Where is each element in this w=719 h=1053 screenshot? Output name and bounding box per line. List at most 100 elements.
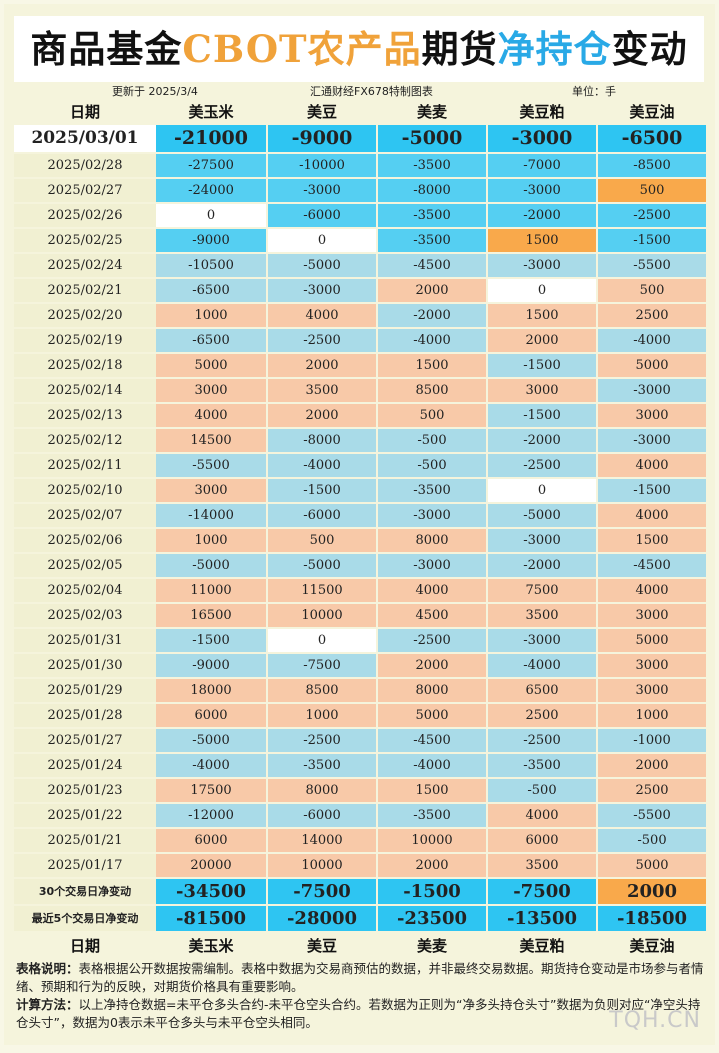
cell-soymeal: 3500: [488, 604, 596, 627]
summary-row: 30个交易日净变动 -34500 -7500 -1500 -7500 2000: [4, 879, 715, 904]
row-date: 2025/02/14: [14, 379, 156, 402]
cell-corn: -21000: [156, 125, 266, 152]
cell-corn: 1000: [156, 529, 266, 552]
table-row: 2025/01/28 6000 1000 5000 2500 1000: [4, 704, 715, 727]
row-date: 2025/02/24: [14, 254, 156, 277]
cell-wheat: -3000: [378, 504, 486, 527]
cell-soybean: -2500: [268, 729, 376, 752]
row-date: 2025/02/11: [14, 454, 156, 477]
cell-soybean: 3500: [268, 379, 376, 402]
cell-wheat: 2000: [378, 654, 486, 677]
table-row: 2025/02/21 -6500 -3000 2000 0 500: [4, 279, 715, 302]
cell-corn: 20000: [156, 854, 266, 877]
summary-cell-soybean: -7500: [268, 879, 376, 904]
cell-soyoil: 4000: [598, 504, 706, 527]
table-row: 2025/02/26 0 -6000 -3500 -2000 -2500: [4, 204, 715, 227]
summary-cell-wheat: -23500: [378, 906, 486, 931]
cell-soyoil: 5000: [598, 854, 706, 877]
cell-corn: -14000: [156, 504, 266, 527]
cell-soybean: -4000: [268, 454, 376, 477]
cell-wheat: 8000: [378, 529, 486, 552]
header-soybean: 美豆: [306, 103, 337, 121]
cell-corn: 17500: [156, 779, 266, 802]
cell-soymeal: 2000: [488, 329, 596, 352]
summary-label: 最近5个交易日净变动: [14, 906, 156, 931]
cell-soyoil: 5000: [598, 629, 706, 652]
table-row: 2025/02/11 -5500 -4000 -500 -2500 4000: [4, 454, 715, 477]
cell-soymeal: -4000: [488, 654, 596, 677]
row-date: 2025/02/05: [14, 554, 156, 577]
table-row: 2025/01/24 -4000 -3500 -4000 -3500 2000: [4, 754, 715, 777]
cell-soymeal: -2500: [488, 729, 596, 752]
cell-wheat: -4500: [378, 729, 486, 752]
cell-corn: -10500: [156, 254, 266, 277]
cell-corn: -5000: [156, 729, 266, 752]
cell-wheat: -3000: [378, 554, 486, 577]
cell-soybean: 10000: [268, 604, 376, 627]
table-row: 2025/01/31 -1500 0 -2500 -3000 5000: [4, 629, 715, 652]
table-row: 2025/02/07 -14000 -6000 -3000 -5000 4000: [4, 504, 715, 527]
cell-wheat: 2000: [378, 854, 486, 877]
table-row: 2025/02/14 3000 3500 8500 3000 -3000: [4, 379, 715, 402]
footer-header-soybean: 美豆: [306, 937, 337, 955]
cell-soyoil: 500: [598, 179, 706, 202]
cell-soyoil: -6500: [598, 125, 706, 152]
note-method-label: 计算方法：: [16, 997, 79, 1012]
unit-label: 单位：手: [572, 85, 616, 98]
row-date: 2025/01/29: [14, 679, 156, 702]
cell-soymeal: -3000: [488, 125, 596, 152]
cell-corn: 11000: [156, 579, 266, 602]
row-date: 2025/02/25: [14, 229, 156, 252]
cell-soybean: 0: [268, 629, 376, 652]
cell-corn: 5000: [156, 354, 266, 377]
cell-wheat: 5000: [378, 704, 486, 727]
table-row: 2025/01/21 6000 14000 10000 6000 -500: [4, 829, 715, 852]
cell-soyoil: -1500: [598, 229, 706, 252]
row-date: 2025/01/22: [14, 804, 156, 827]
table-row: 2025/02/10 3000 -1500 -3500 0 -1500: [4, 479, 715, 502]
cell-soymeal: 0: [488, 279, 596, 302]
row-date: 2025/02/27: [14, 179, 156, 202]
summary-cell-soymeal: -7500: [488, 879, 596, 904]
cell-soyoil: 500: [598, 279, 706, 302]
table-row: 2025/02/19 -6500 -2500 -4000 2000 -4000: [4, 329, 715, 352]
cell-soybean: -3500: [268, 754, 376, 777]
header-date: 日期: [69, 103, 100, 121]
title-part-1: 商品基金: [30, 27, 183, 71]
report-page: 商品基金CBOT农产品期货净持仓变动 更新于 2025/3/4 汇通财经FX67…: [4, 4, 715, 1045]
watermark-logo: TQH.CN: [609, 1008, 701, 1033]
note-description: 表格说明：表格根据公开数据按需编制。表格中数据为交易商预估的数据，并非最终交易数…: [16, 960, 706, 996]
cell-soyoil: 1000: [598, 704, 706, 727]
cell-soyoil: -5500: [598, 804, 706, 827]
cell-soybean: 4000: [268, 304, 376, 327]
cell-soybean: 11500: [268, 579, 376, 602]
footer-header-soyoil: 美豆油: [629, 937, 675, 955]
table-row: 2025/01/17 20000 10000 2000 3500 5000: [4, 854, 715, 877]
table-row: 2025/02/06 1000 500 8000 -3000 1500: [4, 529, 715, 552]
summary-cell-corn: -34500: [156, 879, 266, 904]
note-method: 计算方法：以上净持仓数据=未平仓多头合约-未平仓空头合约。若数据为正则为“净多头…: [16, 996, 706, 1032]
row-date: 2025/02/12: [14, 429, 156, 452]
row-date: 2025/01/27: [14, 729, 156, 752]
row-date: 2025/01/28: [14, 704, 156, 727]
cell-soyoil: 5000: [598, 354, 706, 377]
cell-soyoil: 4000: [598, 579, 706, 602]
row-date: 2025/01/17: [14, 854, 156, 877]
cell-soymeal: 7500: [488, 579, 596, 602]
row-date: 2025/02/28: [14, 154, 156, 177]
cell-soyoil: -5500: [598, 254, 706, 277]
table-row: 2025/01/22 -12000 -6000 -3500 4000 -5500: [4, 804, 715, 827]
cell-soyoil: -3000: [598, 379, 706, 402]
summary-cell-wheat: -1500: [378, 879, 486, 904]
cell-soybean: 1000: [268, 704, 376, 727]
cell-soyoil: 3000: [598, 679, 706, 702]
cell-wheat: -4500: [378, 254, 486, 277]
cell-soyoil: 3000: [598, 654, 706, 677]
cell-wheat: 8000: [378, 679, 486, 702]
cell-soyoil: 2500: [598, 779, 706, 802]
row-date: 2025/02/26: [14, 204, 156, 227]
cell-corn: -9000: [156, 229, 266, 252]
cell-corn: -1500: [156, 629, 266, 652]
cell-wheat: -4000: [378, 754, 486, 777]
cell-corn: -27500: [156, 154, 266, 177]
